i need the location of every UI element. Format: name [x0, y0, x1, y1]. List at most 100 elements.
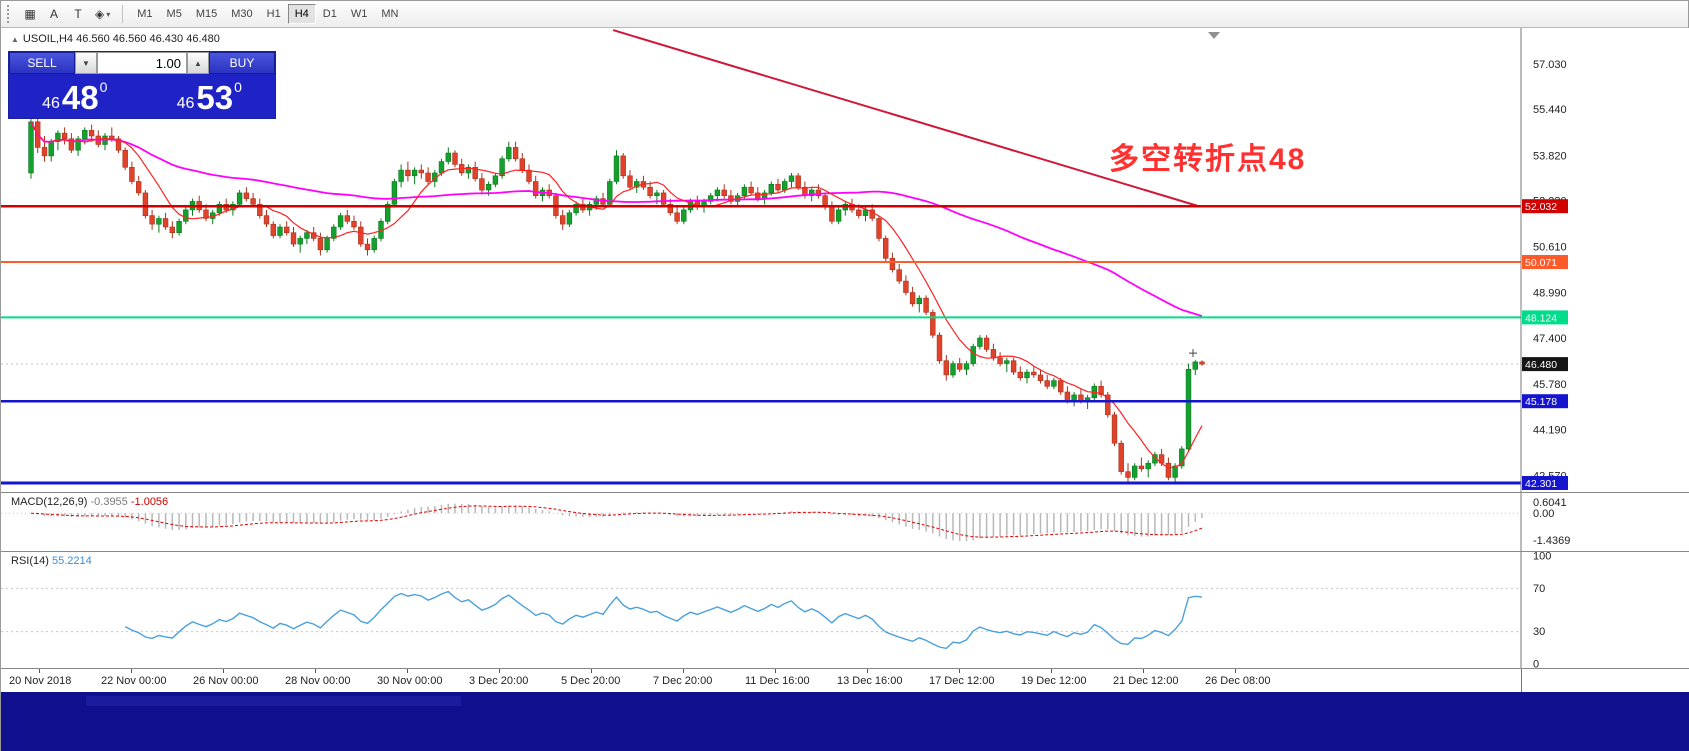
time-axis-tick	[591, 669, 592, 673]
symbol-info-line: ▲ USOIL,H4 46.560 46.560 46.430 46.480	[11, 33, 220, 45]
time-axis[interactable]: 20 Nov 2018 22 Nov 00:00 26 Nov 00:00 28 No…	[1, 668, 1689, 693]
svg-text:30: 30	[1533, 626, 1545, 638]
time-axis-tick	[1051, 669, 1052, 673]
timeframe-button-m30[interactable]: M30	[224, 4, 259, 24]
time-axis-tick	[867, 669, 868, 673]
time-axis-label: 11 Dec 16:00	[745, 675, 810, 687]
timeframe-button-mn[interactable]: MN	[374, 4, 405, 24]
svg-text:52.032: 52.032	[1525, 201, 1557, 213]
svg-text:70: 70	[1533, 583, 1545, 595]
svg-text:44.190: 44.190	[1533, 424, 1567, 436]
time-axis-tick	[315, 669, 316, 673]
svg-text:57.030: 57.030	[1533, 59, 1567, 71]
bottom-bar-inset	[86, 696, 461, 706]
toolbar-grip[interactable]	[7, 5, 11, 23]
time-axis-label: 22 Nov 00:00	[101, 675, 167, 687]
macd-signal-value: -1.0056	[130, 496, 169, 508]
sell-price-pipette: 0	[99, 79, 108, 95]
time-axis-label: 5 Dec 20:00	[561, 675, 621, 687]
svg-text:50.071: 50.071	[1525, 257, 1557, 269]
time-axis-label: 19 Dec 12:00	[1021, 675, 1087, 687]
timeframe-button-m5[interactable]: M5	[160, 4, 189, 24]
sell-price-main: 48	[61, 78, 99, 116]
time-axis-tick	[223, 669, 224, 673]
svg-text:55.440: 55.440	[1533, 104, 1567, 116]
time-axis-tick	[131, 669, 132, 673]
buy-price-display[interactable]: 46 53 0	[143, 76, 275, 118]
buy-price-main: 53	[196, 78, 234, 116]
sell-button[interactable]: SELL	[9, 52, 75, 74]
timeframe-button-h1[interactable]: H1	[260, 4, 288, 24]
svg-text:-1.4369: -1.4369	[1533, 535, 1570, 547]
timeframe-button-m1[interactable]: M1	[130, 4, 159, 24]
time-axis-label: 7 Dec 20:00	[653, 675, 713, 687]
svg-text:0: 0	[1533, 659, 1539, 670]
shapes-tool-icon[interactable]: ◈ ▾	[90, 4, 115, 24]
arrow-text-tool-icon[interactable]: A	[42, 4, 66, 24]
timeframe-button-h4[interactable]: H4	[287, 4, 316, 24]
macd-label: MACD(12,26,9) -0.3955 -1.0056	[11, 496, 168, 508]
svg-text:47.400: 47.400	[1533, 333, 1567, 345]
macd-name: MACD(12,26,9)	[11, 496, 88, 508]
symbol-ohlc-text: USOIL,H4 46.560 46.560 46.430 46.480	[22, 33, 220, 45]
toolbar: ▦ A T ◈ ▾ M1 M5 M15 M30 H1 H4 D1 W1 MN	[1, 1, 1688, 28]
volume-down-button[interactable]: ▼	[75, 52, 97, 74]
time-axis-label: 20 Nov 2018	[9, 675, 72, 687]
collapse-panel-icon[interactable]: ▲	[11, 35, 19, 44]
rsi-chart[interactable]: 100 70 30 0	[1, 552, 1689, 669]
buy-price-pipette: 0	[234, 79, 242, 95]
macd-panel: 0.6041 0.00 -1.4369 MACD(12,26,9) -0.3955 …	[1, 492, 1689, 552]
sell-price-display[interactable]: 46 48 0	[9, 76, 141, 118]
time-axis-label: 3 Dec 20:00	[469, 675, 529, 687]
svg-text:50.610: 50.610	[1533, 242, 1567, 254]
chart-annotation: 多空转折点48	[1109, 143, 1307, 176]
rsi-panel: 100 70 30 0 RSI(14) 55.2214	[1, 551, 1689, 669]
bottom-bar	[1, 692, 1689, 751]
svg-text:53.820: 53.820	[1533, 150, 1567, 162]
rsi-name: RSI(14)	[11, 555, 49, 567]
time-axis-label: 26 Nov 00:00	[193, 675, 259, 687]
macd-value: -0.3955	[90, 496, 128, 508]
svg-text:0.00: 0.00	[1533, 508, 1554, 520]
time-axis-label: 21 Dec 12:00	[1113, 675, 1179, 687]
svg-text:42.301: 42.301	[1525, 478, 1557, 490]
volume-input[interactable]	[97, 52, 187, 74]
svg-text:48.990: 48.990	[1533, 288, 1567, 300]
timeframe-button-w1[interactable]: W1	[344, 4, 375, 24]
time-axis-label: 26 Dec 08:00	[1205, 675, 1271, 687]
timeframe-buttons-group: M1 M5 M15 M30 H1 H4 D1 W1 MN	[130, 4, 405, 24]
time-axis-tick	[1143, 669, 1144, 673]
rsi-label: RSI(14) 55.2214	[11, 555, 92, 567]
time-axis-tick	[1235, 669, 1236, 673]
svg-text:0.6041: 0.6041	[1533, 497, 1567, 509]
time-axis-label: 30 Nov 00:00	[377, 675, 443, 687]
time-axis-tick	[683, 669, 684, 673]
axis-border	[1521, 669, 1522, 693]
time-axis-tick	[407, 669, 408, 673]
grid-tool-icon[interactable]: ▦	[18, 4, 42, 24]
time-axis-tick	[39, 669, 40, 673]
svg-text:46.480: 46.480	[1525, 359, 1557, 371]
text-label-tool-icon[interactable]: T	[66, 4, 90, 24]
price-chart[interactable]: 57.03055.44053.82052.23050.61048.99047.4…	[1, 28, 1689, 492]
svg-text:100: 100	[1533, 552, 1551, 563]
volume-up-button[interactable]: ▲	[187, 52, 209, 74]
time-axis-tick	[499, 669, 500, 673]
timeframe-button-d1[interactable]: D1	[316, 4, 344, 24]
time-axis-label: 28 Nov 00:00	[285, 675, 351, 687]
svg-text:45.780: 45.780	[1533, 379, 1567, 391]
sell-price-prefix: 46	[42, 95, 60, 112]
svg-text:48.124: 48.124	[1525, 312, 1557, 324]
time-axis-label: 17 Dec 12:00	[929, 675, 995, 687]
time-axis-label: 13 Dec 16:00	[837, 675, 903, 687]
toolbar-separator	[122, 5, 124, 23]
timeframe-button-m15[interactable]: M15	[189, 4, 224, 24]
buy-button[interactable]: BUY	[209, 52, 275, 74]
main-chart-panel: 57.03055.44053.82052.23050.61048.99047.4…	[1, 28, 1689, 492]
rsi-value: 55.2214	[51, 555, 92, 567]
buy-price-prefix: 46	[176, 95, 195, 112]
time-axis-tick	[959, 669, 960, 673]
